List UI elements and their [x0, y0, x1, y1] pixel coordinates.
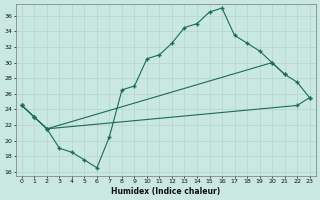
X-axis label: Humidex (Indice chaleur): Humidex (Indice chaleur) — [111, 187, 220, 196]
